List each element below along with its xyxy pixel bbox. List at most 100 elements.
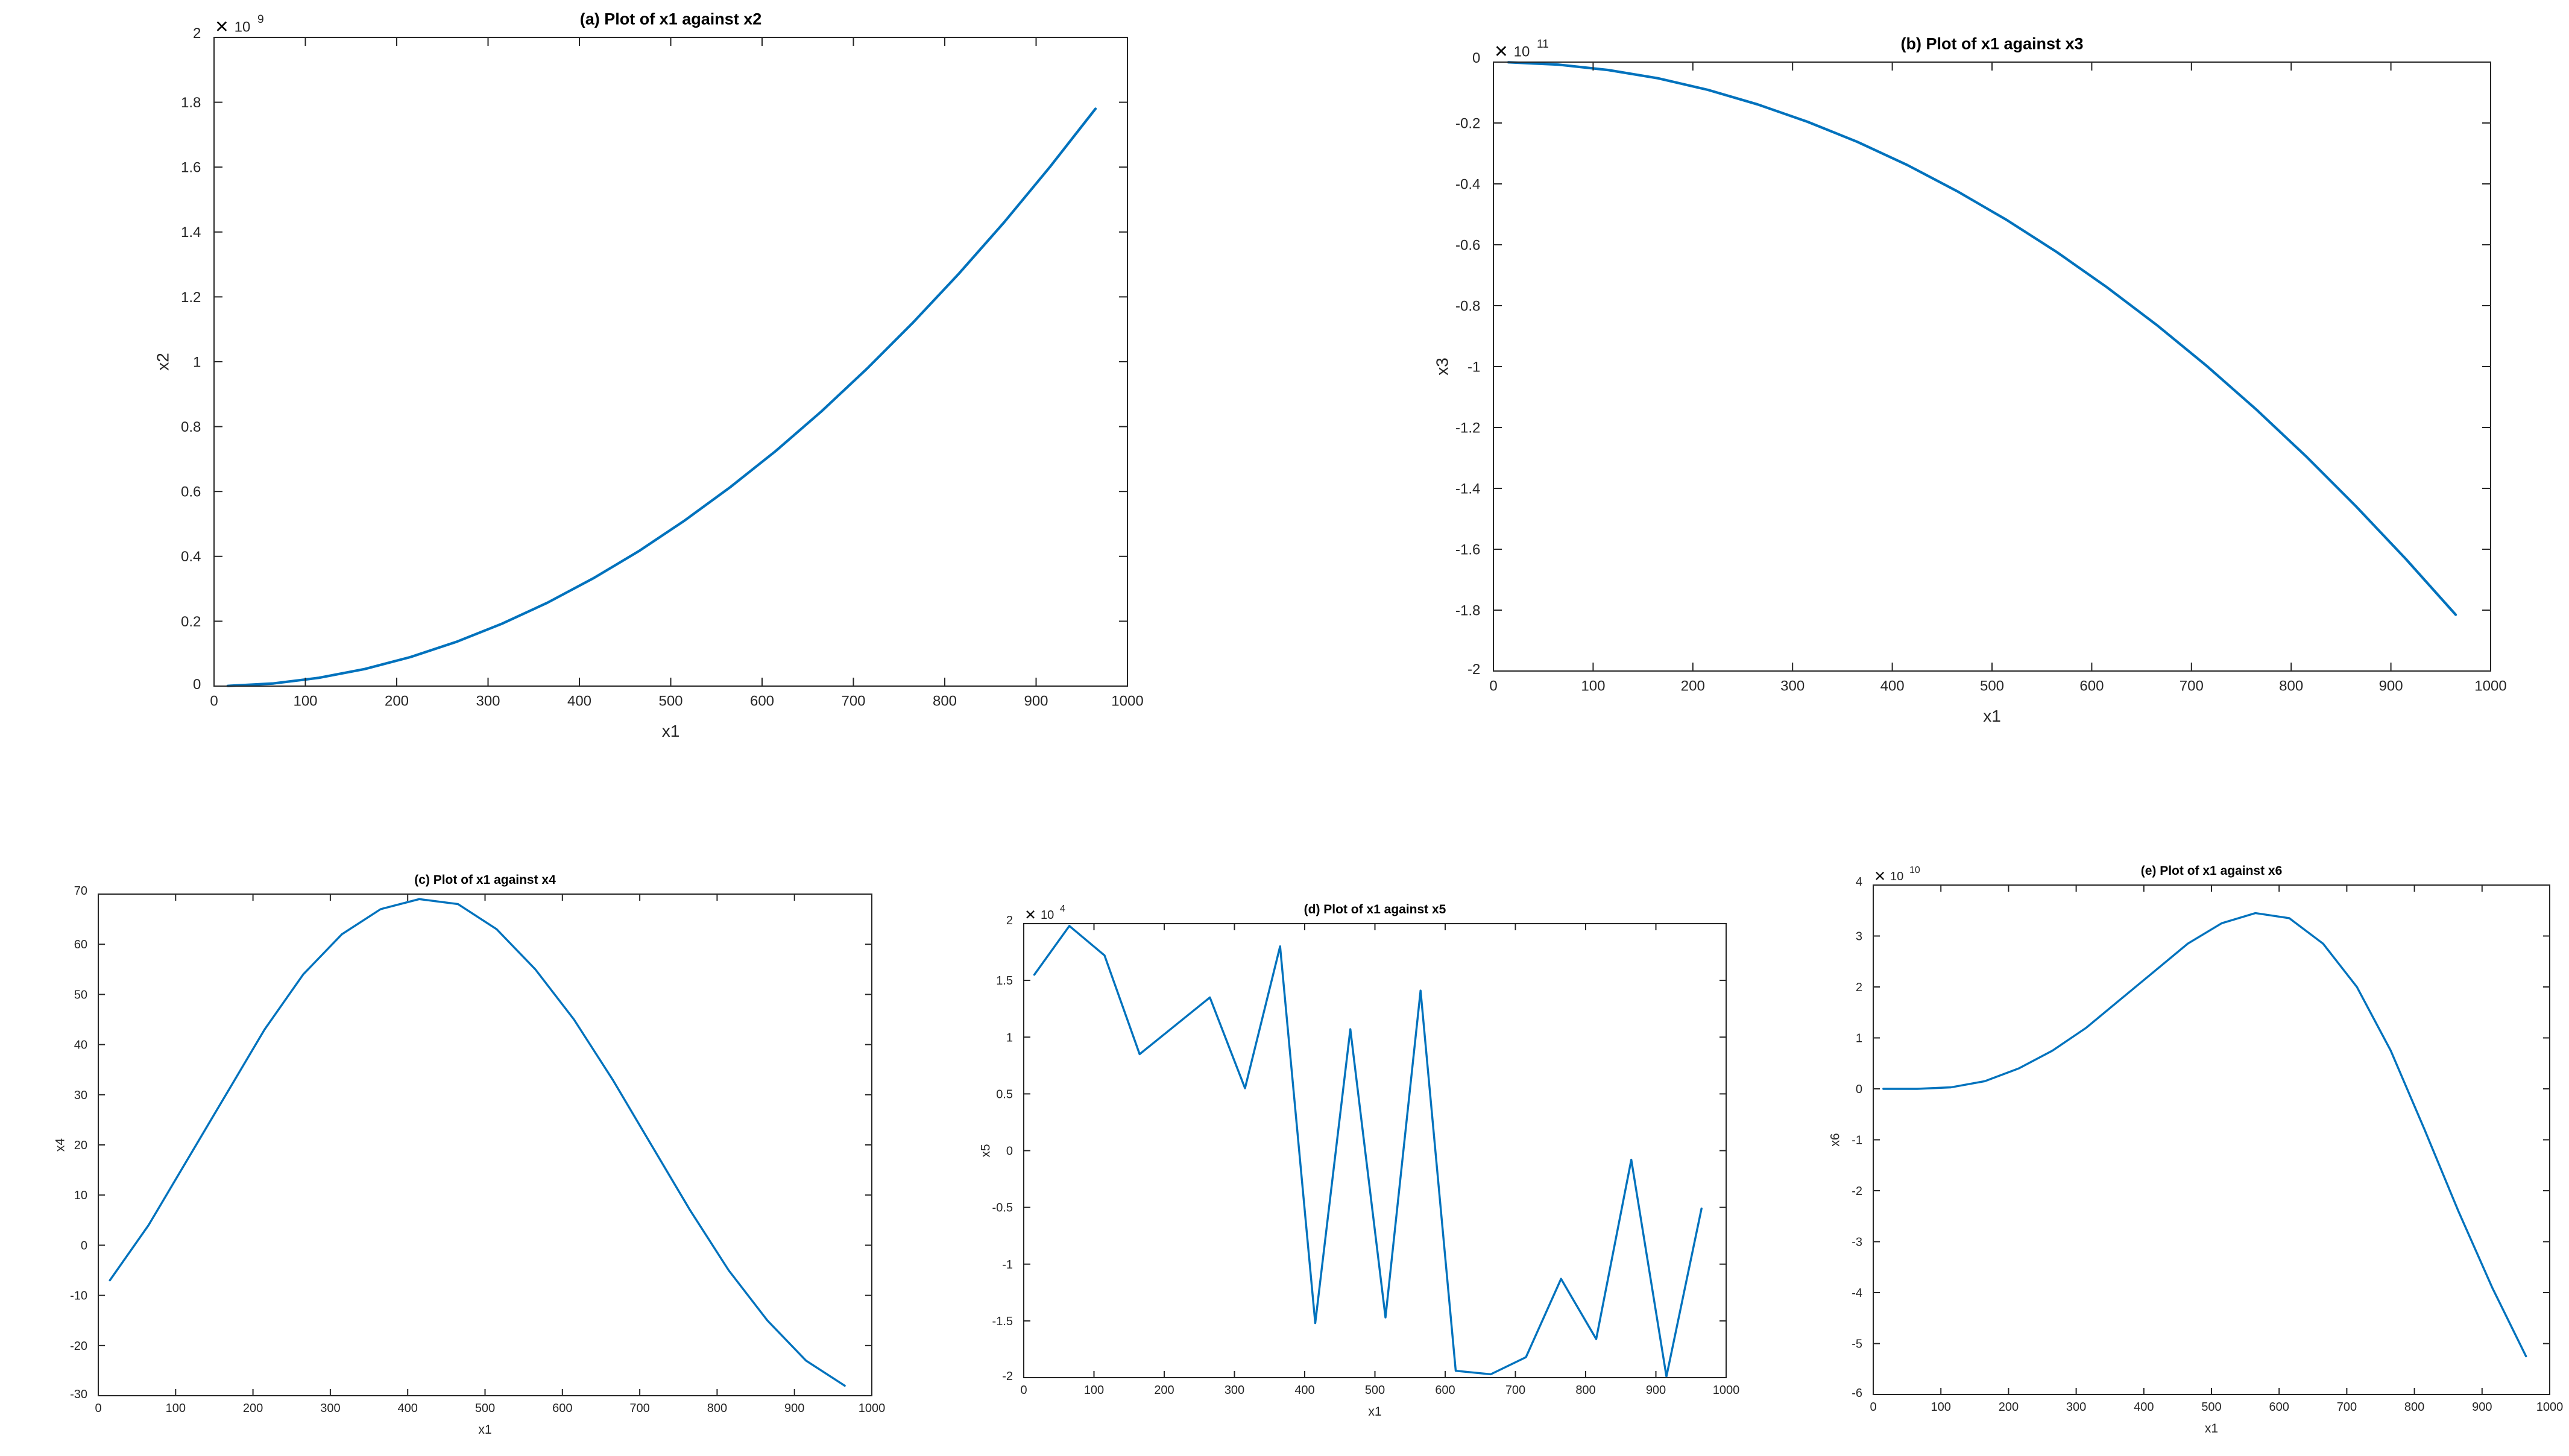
- plot-area-frame: [1873, 884, 2550, 1395]
- x-tick-label: 100: [1931, 1401, 1951, 1414]
- x-tick-label: 300: [320, 1402, 340, 1415]
- exponent-multiplier-sign: ×: [1495, 38, 1508, 63]
- exponent-base: 10: [1890, 870, 1903, 883]
- y-tick-label: 60: [74, 938, 87, 951]
- x-tick-label: 700: [841, 693, 865, 709]
- y-tick-label: 1.4: [181, 224, 201, 241]
- y-tick-label: -1.6: [1455, 541, 1480, 558]
- x-tick-label: 400: [1880, 678, 1905, 694]
- y-tick-label: -0.5: [992, 1202, 1013, 1215]
- x-tick-label: 700: [1505, 1384, 1525, 1397]
- y-tick-label: 1: [193, 354, 201, 370]
- y-axis-label: x6: [1828, 1133, 1842, 1146]
- y-tick-label: -0.8: [1455, 298, 1480, 314]
- y-axis-label: x5: [979, 1144, 992, 1157]
- y-tick-label: -10: [70, 1290, 87, 1303]
- x-tick-label: 500: [1980, 678, 2004, 694]
- x-tick-label: 1000: [2474, 678, 2506, 694]
- y-axis-label: x2: [153, 353, 172, 371]
- x-tick-label: 800: [1575, 1384, 1595, 1397]
- y-tick-label: -1.8: [1455, 602, 1480, 619]
- x-tick-label: 700: [2180, 678, 2204, 694]
- y-tick-label: 0.8: [181, 419, 201, 435]
- y-tick-label: 40: [74, 1039, 87, 1052]
- y-tick-label: -0.4: [1455, 176, 1480, 192]
- x-tick-label: 900: [1646, 1384, 1666, 1397]
- y-tick-label: 70: [74, 884, 87, 898]
- y-axis-label: x4: [53, 1138, 67, 1152]
- exponent-base: 10: [1514, 43, 1530, 60]
- chart-4: 0 100 200 300 400 500 600 700 800 900 1000-2-1.5-1…: [979, 903, 1739, 1419]
- y-tick-label: 50: [74, 988, 87, 1001]
- x-tick-label: 100: [1084, 1384, 1104, 1397]
- x-tick-label: 500: [1365, 1384, 1385, 1397]
- x-tick-label: 800: [2404, 1401, 2424, 1414]
- x-axis-label: x1: [2205, 1422, 2218, 1436]
- x-tick-label: 500: [2201, 1401, 2221, 1414]
- y-tick-label: -5: [1852, 1338, 1862, 1351]
- y-tick-label: -1.2: [1455, 420, 1480, 436]
- y-tick-label: -1.5: [992, 1315, 1013, 1328]
- chart-title: (b) Plot of x1 against x3: [1900, 34, 2083, 52]
- x-tick-label: 600: [2269, 1401, 2289, 1414]
- x-tick-label: 500: [475, 1402, 495, 1415]
- x-tick-label: 0: [1020, 1384, 1027, 1397]
- x-tick-label: 800: [933, 693, 957, 709]
- exponent-power: 4: [1060, 904, 1065, 914]
- x-tick-label: 300: [476, 693, 500, 709]
- x-tick-label: 500: [658, 693, 682, 709]
- x-tick-label: 800: [707, 1402, 727, 1415]
- x-tick-label: 400: [398, 1402, 418, 1415]
- x-tick-label: 800: [2279, 678, 2303, 694]
- chart-title: (c) Plot of x1 against x4: [414, 873, 556, 887]
- x-tick-label: 0: [95, 1402, 101, 1415]
- y-tick-label: 0.4: [181, 549, 201, 565]
- x-axis-label: x1: [1368, 1405, 1381, 1419]
- x-tick-label: 1000: [859, 1402, 886, 1415]
- y-tick-label: 3: [1856, 930, 1862, 944]
- chart-5: 0 100 200 300 400 500 600 700 800 900 1000-6-5-4-3…: [1828, 864, 2563, 1436]
- y-tick-label: 0.2: [181, 614, 201, 630]
- x-tick-label: 700: [2337, 1401, 2357, 1414]
- x-tick-label: 900: [2472, 1401, 2492, 1414]
- y-tick-label: -1: [1852, 1134, 1862, 1147]
- series-line: [1033, 925, 1703, 1378]
- exponent-power: 11: [1537, 38, 1549, 51]
- y-tick-label: -0.6: [1455, 237, 1480, 253]
- series-line: [1882, 912, 2527, 1358]
- x-tick-label: 600: [1435, 1384, 1455, 1397]
- y-tick-label: 1.6: [181, 160, 201, 176]
- x-tick-label: 100: [1581, 678, 1605, 694]
- y-tick-label: -1.4: [1455, 481, 1480, 497]
- y-tick-label: -30: [70, 1388, 87, 1401]
- y-tick-label: -4: [1852, 1287, 1862, 1300]
- x-axis-label: x1: [478, 1423, 491, 1437]
- x-tick-label: 300: [1225, 1384, 1244, 1397]
- y-tick-label: 4: [1856, 875, 1862, 889]
- y-tick-label: 30: [74, 1089, 87, 1102]
- y-tick-label: 1.5: [996, 974, 1013, 988]
- x-tick-label: 400: [1294, 1384, 1314, 1397]
- x-tick-label: 200: [243, 1402, 263, 1415]
- chart-3: 0 100 200 300 400 500 600 700 800 900 1000-30-20-1…: [53, 873, 885, 1437]
- exponent-multiplier-sign: ×: [215, 13, 229, 39]
- x-tick-label: 200: [1999, 1401, 2019, 1414]
- x-tick-label: 100: [293, 693, 317, 709]
- y-tick-label: -2: [1852, 1185, 1862, 1198]
- series-line: [226, 107, 1097, 687]
- y-tick-label: -0.2: [1455, 115, 1480, 131]
- x-tick-label: 600: [750, 693, 774, 709]
- exponent-power: 9: [257, 13, 264, 26]
- chart-title: (d) Plot of x1 against x5: [1304, 903, 1446, 916]
- series-line: [109, 898, 846, 1387]
- x-tick-label: 300: [1780, 678, 1805, 694]
- plot-area-frame: [1493, 61, 2491, 672]
- y-tick-label: 1: [1856, 1032, 1862, 1045]
- x-tick-label: 400: [2134, 1401, 2154, 1414]
- exponent-multiplier-sign: ×: [1874, 865, 1885, 886]
- x-tick-label: 1000: [1111, 693, 1143, 709]
- exponent-base: 10: [235, 19, 251, 35]
- x-tick-label: 900: [784, 1402, 804, 1415]
- y-tick-label: -2: [1467, 661, 1480, 678]
- y-tick-label: 1: [1006, 1031, 1013, 1044]
